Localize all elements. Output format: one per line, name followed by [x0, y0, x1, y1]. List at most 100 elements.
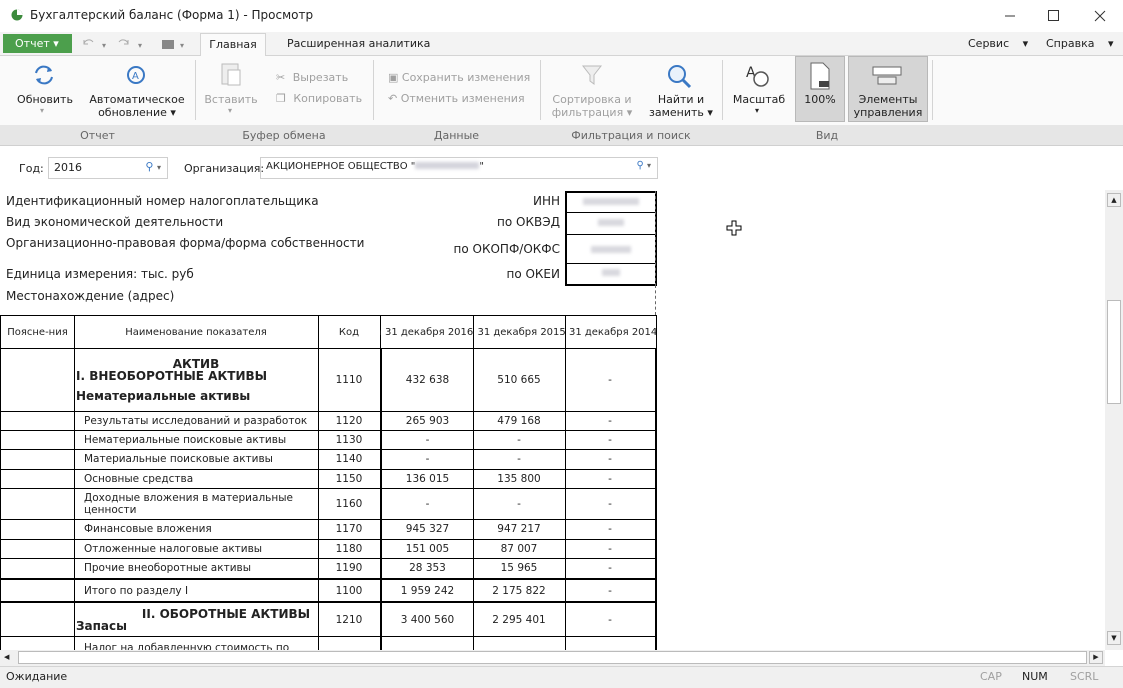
- value-cell: 28 353: [380, 558, 474, 579]
- info-label: Организационно-правовая форма/форма собс…: [6, 236, 365, 250]
- tab-active[interactable]: Главная: [200, 33, 266, 56]
- name-cell: Материальные поисковые активы: [74, 449, 319, 470]
- ribbon-group-bar: [0, 125, 1123, 146]
- redacted: [591, 246, 631, 253]
- cursor: [726, 220, 742, 236]
- table-header-cell: Поясне-ния: [0, 315, 75, 349]
- auto-refresh-button[interactable]: Автоматическое обновление ▾: [86, 93, 188, 119]
- report-menu[interactable]: Отчет ▾: [3, 34, 72, 53]
- menu-item[interactable]: Сервис ▾: [968, 37, 1029, 50]
- scroll-thumb[interactable]: [18, 651, 1087, 664]
- indicator-name: ценности: [84, 503, 137, 516]
- dropdown-arrow: ▾: [40, 106, 45, 115]
- indicator-name: Результаты исследований и разработок: [84, 414, 308, 427]
- filter-icon: [581, 65, 603, 85]
- scroll-left[interactable]: ◀: [4, 653, 10, 661]
- value-cell: 135 800: [473, 469, 566, 489]
- value-cell: 265 903: [380, 411, 474, 431]
- copy-button[interactable]: ❐ Копировать: [276, 92, 363, 105]
- scale-button[interactable]: Масштаб: [732, 93, 786, 106]
- value-cell: [380, 636, 474, 650]
- year-label: Год:: [19, 162, 44, 175]
- paste-icon: [221, 63, 241, 86]
- vertical-scrollbar[interactable]: [1105, 190, 1123, 650]
- code-box-line: [565, 234, 657, 235]
- code-cell: 1150: [318, 469, 381, 489]
- cancel-button[interactable]: ↶ Отменить изменения: [388, 92, 525, 105]
- sort-button[interactable]: Сортировка и фильтрация ▾: [548, 93, 636, 119]
- title-bar: [0, 0, 1123, 32]
- value-cell: -: [473, 488, 566, 520]
- redacted: [602, 269, 620, 276]
- controls-label: Элементы управления: [853, 93, 923, 119]
- separator: [722, 60, 723, 120]
- code-cell: 1210: [318, 601, 381, 637]
- value-cell: -: [565, 558, 657, 579]
- group-label: Отчет: [80, 129, 115, 142]
- notes-cell: [0, 348, 75, 412]
- paste-button[interactable]: Вставить: [204, 93, 258, 106]
- name-cell: Отложенные налоговые активы: [74, 539, 319, 559]
- window-controls[interactable]: [995, 0, 1123, 32]
- status-indicator: NUM: [1022, 670, 1048, 683]
- value-cell: 1 959 242: [380, 578, 474, 602]
- table-header-cell: Наименование показателя: [74, 315, 319, 349]
- code-cell: 1190: [318, 558, 381, 579]
- indicator-name: Отложенные налоговые активы: [84, 542, 263, 555]
- value-cell: [565, 636, 657, 650]
- name-cell: Финансовые вложения: [74, 519, 319, 540]
- controls-icon: [872, 66, 902, 85]
- value-cell: 510 665: [473, 348, 566, 412]
- code-cell: 1110: [318, 348, 381, 412]
- scroll-up[interactable]: ▲: [1107, 193, 1121, 207]
- info-label: Местонахождение (адрес): [6, 289, 175, 303]
- name-cell: II. ОБОРОТНЫЕ АКТИВЫ Запасы: [74, 601, 319, 637]
- group-label: Вид: [815, 129, 839, 142]
- scroll-down[interactable]: ▼: [1107, 631, 1121, 645]
- find-button[interactable]: Найти и заменить ▾: [642, 93, 720, 119]
- value-cell: -: [473, 430, 566, 450]
- name-cell: Налог на добавленную стоимость по: [74, 636, 319, 650]
- indicator-name: Налог на добавленную стоимость по: [84, 642, 290, 650]
- notes-cell: [0, 430, 75, 450]
- table-header-cell: На 31 декабря 2015 г.: [473, 315, 566, 349]
- code-box-line: [565, 263, 657, 264]
- notes-cell: [0, 488, 75, 520]
- name-cell: Итого по разделу I: [74, 578, 319, 602]
- year-input[interactable]: 2016 ⚲ ▾: [48, 157, 168, 179]
- button-label: Отменить изменения: [400, 92, 525, 105]
- auto-refresh-icon: A: [127, 66, 145, 84]
- redacted: [415, 162, 480, 169]
- button-label: фильтрация ▾: [551, 106, 633, 119]
- value-cell: -: [380, 430, 474, 450]
- notes-cell: [0, 636, 75, 650]
- save-button[interactable]: ▣ Сохранить изменения: [388, 71, 531, 84]
- ribbon: [0, 56, 1123, 125]
- menu-item[interactable]: Справка ▾: [1046, 37, 1114, 50]
- dropdown-arrow: ▾: [228, 106, 233, 115]
- table-header-cell: Код: [318, 315, 381, 349]
- indicator-name: Нематериальные активы: [76, 388, 251, 403]
- refresh-button[interactable]: Обновить: [17, 93, 73, 106]
- dashed-line: [655, 191, 656, 286]
- indicator-name: Нематериальные поисковые активы: [84, 433, 287, 446]
- zoom-label: 100%: [804, 93, 836, 106]
- svg-text:▾: ▾: [102, 41, 106, 50]
- value-cell: 151 005: [380, 539, 474, 559]
- scroll-thumb[interactable]: [1107, 300, 1121, 404]
- button-label: Вырезать: [292, 71, 349, 84]
- scroll-right[interactable]: ▶: [1089, 651, 1103, 664]
- svg-text:▾: ▾: [180, 41, 184, 50]
- quick-access-toolbar[interactable]: ▾ ▾ ▾: [78, 36, 193, 52]
- notes-cell: [0, 519, 75, 540]
- value-cell: -: [473, 449, 566, 470]
- cut-button[interactable]: ✂ Вырезать: [276, 71, 349, 84]
- org-input[interactable]: АКЦИОНЕРНОЕ ОБЩЕСТВО " " ⚲ ▾: [260, 157, 658, 179]
- indicator-name: II. ОБОРОТНЫЕ АКТИВЫ: [141, 606, 311, 621]
- value-cell: [473, 636, 566, 650]
- code-cell: [318, 636, 381, 650]
- document-viewport: Идентификационный номер налогоплательщик…: [0, 186, 1105, 650]
- tab[interactable]: Расширенная аналитика: [287, 37, 431, 50]
- value-cell: 479 168: [473, 411, 566, 431]
- value-cell: -: [565, 488, 657, 520]
